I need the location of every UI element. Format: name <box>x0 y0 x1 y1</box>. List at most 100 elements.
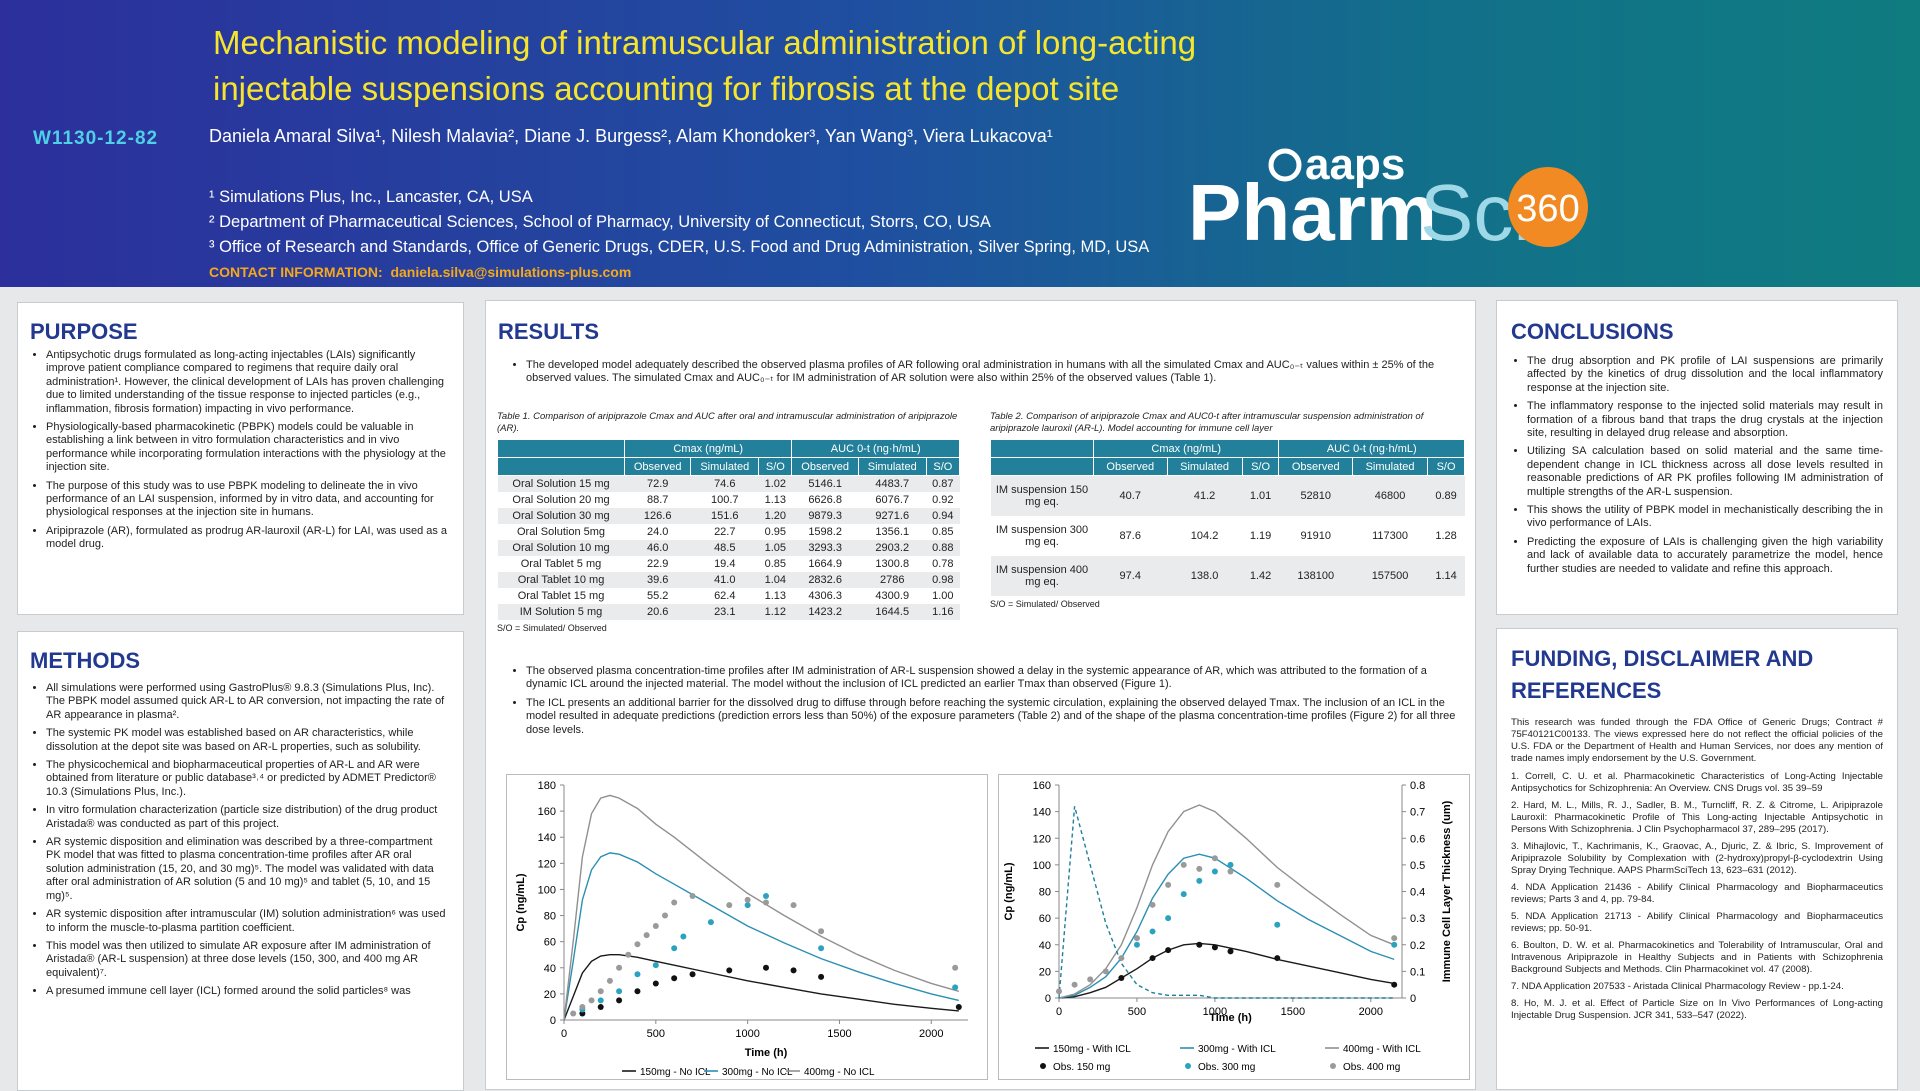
table-cell: 1644.5 <box>858 604 927 620</box>
logo-badge <box>1508 167 1588 247</box>
bullet: Physiologically-based pharmacokinetic (P… <box>46 421 449 475</box>
data-point <box>1196 877 1203 884</box>
table-cell: 52810 <box>1278 475 1353 516</box>
data-point <box>1227 948 1234 955</box>
group-header: AUC 0-t (ng·h/mL) <box>1278 439 1465 458</box>
table-row: IM suspension 150 mg eq. 40.7 41.2 1.01 5281… <box>990 475 1465 516</box>
bullet-list: The developed model adequately described… <box>510 359 1463 386</box>
group-header: AUC 0-t (ng·h/mL) <box>791 439 960 458</box>
data-point <box>1118 955 1125 962</box>
legend-symbol <box>1040 1063 1046 1069</box>
column-header: Observed <box>791 457 859 476</box>
logo-aaps: aaps <box>1305 140 1405 189</box>
table-cell: 1.20 <box>758 508 792 524</box>
header-row: Observed Simulated S/O Observed Simulated S/O <box>497 457 961 476</box>
column-header: S/O <box>1241 457 1280 476</box>
bullet: A presumed immune cell layer (ICL) forme… <box>46 985 449 998</box>
table-cell: 1.14 <box>1427 556 1465 596</box>
poster-code: W1130-12-82 <box>33 128 159 149</box>
x-tick-label: 500 <box>1128 1006 1146 1018</box>
data-point <box>1149 955 1156 962</box>
y-tick-label: 80 <box>544 911 556 923</box>
column-header: Simulated <box>1351 457 1429 476</box>
table-cell: 0.94 <box>926 508 960 524</box>
chart-frame <box>998 774 1470 1080</box>
table-cell: 41.2 <box>1167 475 1243 516</box>
x-tick-label: 0 <box>561 1028 567 1040</box>
table-cell: 157500 <box>1352 556 1428 596</box>
data-point <box>726 967 733 974</box>
x-tick-label: 2000 <box>1359 1006 1383 1018</box>
data-point <box>1180 891 1187 898</box>
data-point <box>643 932 650 939</box>
legend-label: 400mg - No ICL <box>804 1067 875 1078</box>
bullet-list: All simulations were performed using Gas… <box>30 682 449 999</box>
data-point <box>1071 981 1078 988</box>
logo-swirl <box>1268 148 1302 182</box>
table-row: Oral Solution 30 mg 126.6 151.6 1.20 9879.3 9… <box>497 508 960 524</box>
x-tick-label: 1500 <box>827 1028 851 1040</box>
bullet: The physicochemical and biopharmaceutica… <box>46 759 449 799</box>
y-tick-label: 120 <box>538 858 556 870</box>
table-2: Table 2. Comparison of aripiprazole Cmax… <box>990 411 1465 609</box>
data-point <box>790 967 797 974</box>
table-cell: 97.4 <box>1093 556 1167 596</box>
y-tick-label: 140 <box>1033 807 1051 819</box>
table-cell: 0.87 <box>926 475 960 492</box>
data-point <box>952 964 959 971</box>
data-point <box>744 902 751 909</box>
contact-email[interactable]: daniela.silva@simulations-plus.com <box>390 264 632 280</box>
table-cell: 0.89 <box>1427 475 1465 516</box>
legend-label: 300mg - With ICL <box>1198 1044 1276 1055</box>
table-row: IM suspension 300 mg eq. 87.6 104.2 1.19 919… <box>991 516 1465 556</box>
legend-label: 150mg - With ICL <box>1053 1044 1131 1055</box>
table-cell: IM suspension 400 mg eq. <box>990 556 1094 596</box>
y2-tick-label: 0.8 <box>1410 780 1425 792</box>
table-cell: 117300 <box>1372 530 1408 542</box>
legend-label: 150mg - No ICL <box>640 1067 711 1078</box>
data-point <box>952 984 959 991</box>
reference: 2. Hard, M. L., Mills, R. J., Sadler, B.… <box>1511 800 1883 835</box>
table-cell: 4306.3 <box>808 590 842 602</box>
table-cell: 19.4 <box>714 558 736 570</box>
table-cell: IM suspension 300 mg eq. <box>995 524 1089 548</box>
data-point <box>616 988 623 995</box>
y2-tick-label: 0.6 <box>1410 833 1425 845</box>
table-cell: 1356.1 <box>875 526 910 538</box>
header-row: Observed Simulated S/O Observed Simulated S/O <box>990 457 1465 476</box>
data-point <box>1056 988 1062 995</box>
data-point <box>616 964 623 971</box>
bullet: The systemic PK model was established ba… <box>46 727 449 754</box>
legend-label: Obs. 150 mg <box>1053 1062 1110 1073</box>
table-cell: Oral Tablet 5 mg <box>520 558 602 570</box>
data-point <box>1274 955 1281 962</box>
data-point <box>634 971 641 978</box>
table-cell: Oral Tablet 15 mg <box>517 590 605 602</box>
legend-label: Obs. 300 mg <box>1198 1062 1255 1073</box>
data-point <box>671 945 678 952</box>
data-point <box>1391 935 1398 942</box>
data-point <box>689 892 696 899</box>
bullet: AR systemic disposition and elimination … <box>46 836 449 903</box>
data-point <box>818 945 825 952</box>
contact-label: CONTACT INFORMATION: <box>209 264 383 280</box>
data-point <box>1211 855 1218 862</box>
column-header: Observed <box>1093 457 1168 476</box>
data-point <box>744 896 751 903</box>
title: Mechanistic modeling of intramuscular ad… <box>213 24 1197 61</box>
data-point <box>1211 868 1218 875</box>
data-point <box>671 899 678 906</box>
funding-panel: FUNDING, DISCLAIMER AND REFERENCES This … <box>1496 628 1898 1090</box>
x-tick-label: 1000 <box>735 1028 759 1040</box>
data-point <box>1118 975 1125 982</box>
table-row: Oral Solution 20 mg 88.7 100.7 1.13 6626.8 60… <box>498 492 960 508</box>
y2-tick-label: 0.1 <box>1410 966 1425 978</box>
bullet: The inflammatory response to the injecte… <box>1527 400 1883 440</box>
legend-symbol <box>1185 1063 1191 1069</box>
y2-tick-label: 0.4 <box>1410 887 1425 899</box>
y-tick-label: 80 <box>1039 887 1051 899</box>
data-point <box>634 988 641 995</box>
purpose-panel: PURPOSE Antipsychotic drugs formulated a… <box>17 302 464 615</box>
table-cell: 0.95 <box>764 526 787 538</box>
